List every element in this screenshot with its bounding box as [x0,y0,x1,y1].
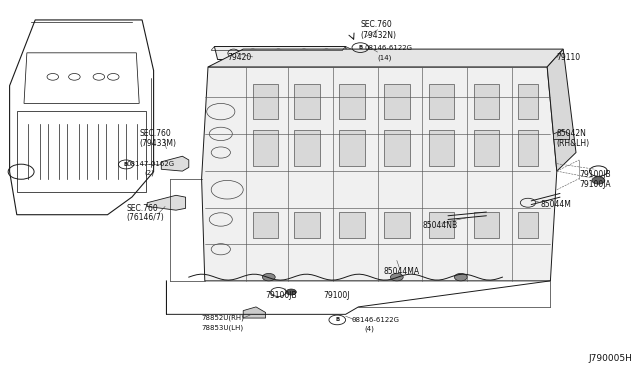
FancyBboxPatch shape [518,130,538,166]
FancyBboxPatch shape [474,212,499,238]
FancyBboxPatch shape [429,212,454,238]
Polygon shape [202,67,557,281]
Polygon shape [243,307,266,318]
Text: 79100JB: 79100JB [579,170,611,179]
FancyBboxPatch shape [474,130,499,166]
Text: 79100J: 79100J [323,291,349,300]
Polygon shape [10,20,154,215]
FancyBboxPatch shape [518,212,538,238]
FancyBboxPatch shape [474,84,499,119]
Text: SEC.760: SEC.760 [140,129,172,138]
FancyBboxPatch shape [429,84,454,119]
Polygon shape [208,49,563,67]
Circle shape [390,273,403,281]
FancyBboxPatch shape [384,212,410,238]
Polygon shape [147,195,186,210]
Text: 79420: 79420 [227,53,252,62]
Text: (79433M): (79433M) [140,139,177,148]
Polygon shape [161,156,189,171]
Circle shape [592,177,605,184]
Circle shape [454,273,467,281]
Text: B: B [335,317,339,323]
Text: (14): (14) [378,54,392,61]
FancyBboxPatch shape [384,130,410,166]
Text: 85044MA: 85044MA [384,267,420,276]
Polygon shape [346,46,365,60]
Text: (76146/7): (76146/7) [127,213,164,222]
FancyBboxPatch shape [294,212,320,238]
FancyBboxPatch shape [384,84,410,119]
FancyBboxPatch shape [253,84,278,119]
Text: 79100JB: 79100JB [266,291,297,300]
Text: (2): (2) [144,170,154,176]
Text: J790005H: J790005H [589,355,633,363]
Polygon shape [547,49,576,171]
Text: 79100JA: 79100JA [579,180,611,189]
FancyBboxPatch shape [339,212,365,238]
Text: SEC.760: SEC.760 [127,204,159,213]
FancyBboxPatch shape [518,84,538,119]
FancyBboxPatch shape [339,84,365,119]
Text: (RH&LH): (RH&LH) [557,139,590,148]
Text: B: B [358,45,362,50]
Text: 79110: 79110 [557,53,581,62]
Text: 85042N: 85042N [557,129,587,138]
FancyBboxPatch shape [294,130,320,166]
Text: (4): (4) [365,326,374,333]
Text: 08146-6122G: 08146-6122G [365,45,413,51]
Circle shape [262,273,275,281]
Text: B: B [124,162,128,167]
FancyBboxPatch shape [253,130,278,166]
Text: 78853U(LH): 78853U(LH) [202,324,244,331]
Text: 78852U(RH): 78852U(RH) [202,315,244,321]
Text: 08147-0162G: 08147-0162G [127,161,175,167]
Text: SEC.760: SEC.760 [360,20,392,29]
Text: (79432N): (79432N) [360,31,396,40]
Text: 85044NB: 85044NB [422,221,458,230]
Text: 08146-6122G: 08146-6122G [352,317,400,323]
FancyBboxPatch shape [294,84,320,119]
FancyBboxPatch shape [429,130,454,166]
Polygon shape [214,46,349,60]
FancyBboxPatch shape [253,212,278,238]
FancyBboxPatch shape [339,130,365,166]
Polygon shape [554,130,570,140]
Circle shape [286,289,296,295]
Text: 85044M: 85044M [541,200,572,209]
